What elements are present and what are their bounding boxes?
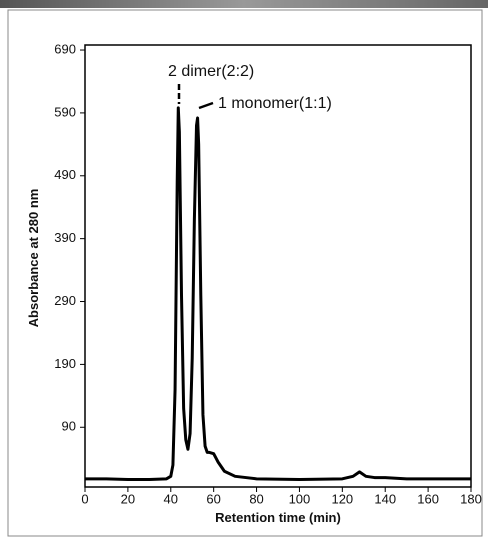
annotation-marker bbox=[198, 101, 214, 110]
x-tick-label: 40 bbox=[164, 491, 178, 506]
plot-frame bbox=[84, 44, 472, 488]
x-tick-label: 180 bbox=[460, 491, 482, 506]
y-tick-label: 590 bbox=[54, 104, 76, 119]
y-tick-label: 190 bbox=[54, 356, 76, 371]
x-tick-label: 20 bbox=[121, 491, 135, 506]
panel bbox=[7, 9, 483, 537]
x-tick-label: 60 bbox=[206, 491, 220, 506]
y-tick-label: 490 bbox=[54, 167, 76, 182]
x-tick-label: 80 bbox=[249, 491, 263, 506]
annotation: 2 dimer(2:2) bbox=[168, 63, 254, 80]
y-tick-label: 390 bbox=[54, 230, 76, 245]
trace bbox=[85, 106, 471, 481]
x-tick-label: 100 bbox=[289, 491, 311, 506]
photo-edge bbox=[0, 0, 488, 8]
x-axis-title: Retention time (min) bbox=[215, 510, 341, 525]
annotation: 1 monomer(1:1) bbox=[218, 95, 332, 112]
x-tick-label: 160 bbox=[417, 491, 439, 506]
y-tick-label: 290 bbox=[54, 293, 76, 308]
y-tick-label: 90 bbox=[62, 419, 76, 434]
y-tick-label: 690 bbox=[54, 41, 76, 56]
x-tick-label: 140 bbox=[374, 491, 396, 506]
y-axis-title: Absorbance at 280 nm bbox=[26, 189, 41, 328]
x-tick-label: 0 bbox=[81, 491, 88, 506]
x-tick-label: 120 bbox=[331, 491, 353, 506]
